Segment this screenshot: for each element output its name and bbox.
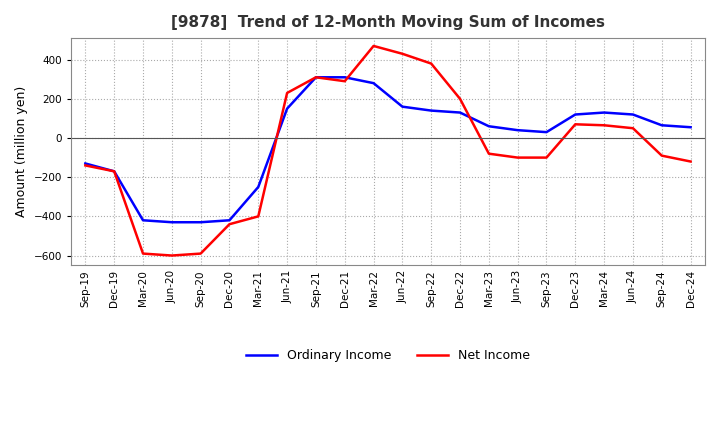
Ordinary Income (168, 220, 176, 225)
Ordinary Income (341, 75, 349, 80)
Net Income (139, 251, 148, 256)
Ordinary Income (657, 123, 666, 128)
Net Income (312, 75, 320, 80)
Ordinary Income (81, 161, 90, 166)
Ordinary Income (139, 218, 148, 223)
Ordinary Income (456, 110, 464, 115)
Legend: Ordinary Income, Net Income: Ordinary Income, Net Income (241, 344, 535, 367)
Y-axis label: Amount (million yen): Amount (million yen) (15, 86, 28, 217)
Net Income (197, 251, 205, 256)
Ordinary Income (197, 220, 205, 225)
Ordinary Income (110, 169, 119, 174)
Ordinary Income (225, 218, 234, 223)
Net Income (168, 253, 176, 258)
Net Income (686, 159, 695, 164)
Net Income (254, 214, 263, 219)
Ordinary Income (283, 106, 292, 111)
Ordinary Income (398, 104, 407, 109)
Ordinary Income (254, 184, 263, 190)
Title: [9878]  Trend of 12-Month Moving Sum of Incomes: [9878] Trend of 12-Month Moving Sum of I… (171, 15, 605, 30)
Net Income (657, 153, 666, 158)
Net Income (398, 51, 407, 56)
Net Income (81, 163, 90, 168)
Ordinary Income (542, 129, 551, 135)
Ordinary Income (600, 110, 608, 115)
Net Income (485, 151, 493, 156)
Net Income (513, 155, 522, 160)
Net Income (600, 123, 608, 128)
Line: Net Income: Net Income (86, 46, 690, 256)
Ordinary Income (427, 108, 436, 113)
Net Income (542, 155, 551, 160)
Ordinary Income (485, 124, 493, 129)
Net Income (283, 90, 292, 95)
Net Income (427, 61, 436, 66)
Net Income (456, 96, 464, 102)
Ordinary Income (686, 125, 695, 130)
Net Income (225, 222, 234, 227)
Line: Ordinary Income: Ordinary Income (86, 77, 690, 222)
Net Income (110, 169, 119, 174)
Ordinary Income (571, 112, 580, 117)
Ordinary Income (312, 75, 320, 80)
Ordinary Income (513, 128, 522, 133)
Net Income (369, 43, 378, 48)
Ordinary Income (629, 112, 637, 117)
Ordinary Income (369, 81, 378, 86)
Net Income (629, 125, 637, 131)
Net Income (341, 79, 349, 84)
Net Income (571, 121, 580, 127)
